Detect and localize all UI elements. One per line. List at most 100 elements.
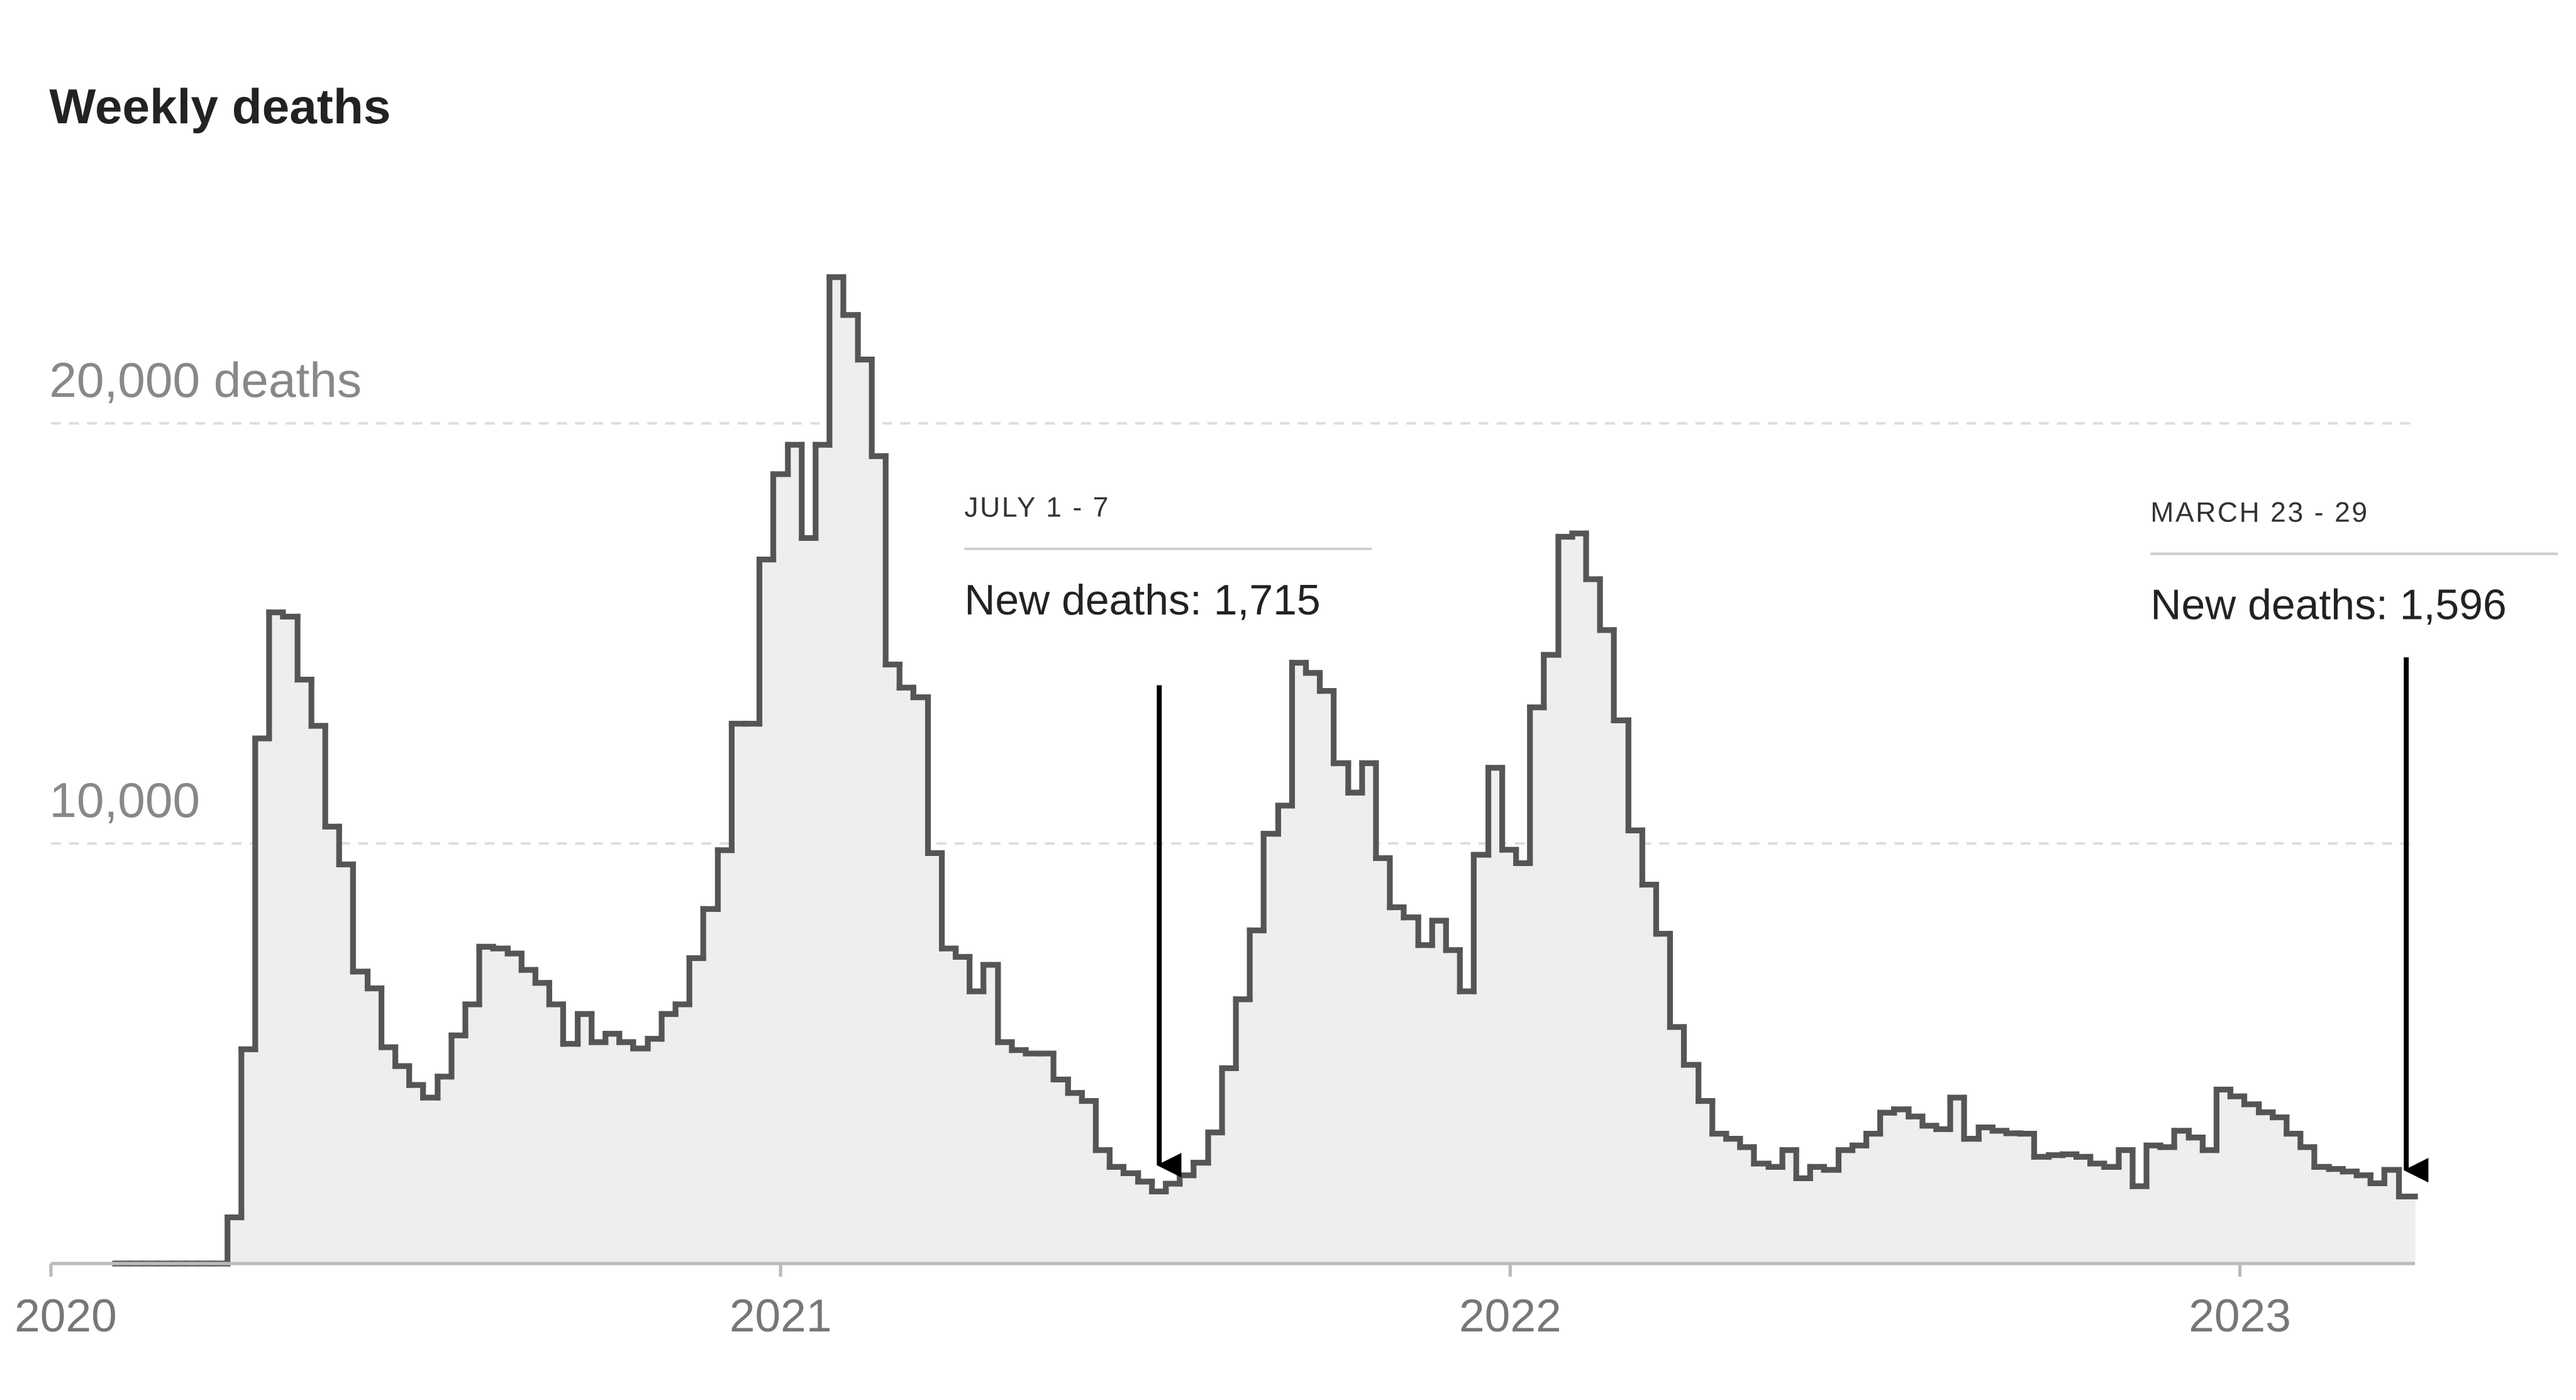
area-segment <box>662 1014 676 1264</box>
area-segment <box>1109 1167 1124 1264</box>
area-segment <box>1488 767 1503 1264</box>
area-segment <box>2076 1157 2091 1264</box>
area-segment <box>1628 830 1643 1264</box>
area-segment <box>1992 1130 2007 1264</box>
area-segment <box>2399 1196 2416 1264</box>
area-segment <box>815 445 830 1264</box>
area-segment <box>409 1085 424 1264</box>
area-segment <box>843 314 858 1264</box>
area-segment <box>255 738 270 1264</box>
area-segment <box>437 1076 452 1264</box>
area-segment <box>451 1035 466 1264</box>
area-segment <box>1558 536 1573 1264</box>
area-segment <box>521 970 536 1264</box>
area-segment <box>2329 1169 2343 1264</box>
area-segment <box>1670 1026 1685 1264</box>
chart-title: Weekly deaths <box>49 79 391 134</box>
area-segment <box>465 1004 480 1264</box>
area-segment <box>899 687 914 1264</box>
area-segment <box>2384 1170 2400 1264</box>
area-segment <box>2062 1154 2077 1264</box>
area-segment <box>1403 917 1419 1264</box>
area-segment <box>227 1217 242 1264</box>
area-segment <box>381 1047 396 1264</box>
area-segment <box>325 826 340 1264</box>
area-segment <box>1179 1175 1194 1264</box>
area-segment <box>493 948 509 1264</box>
area-segment <box>1866 1133 1881 1264</box>
area-segment <box>1053 1079 1069 1264</box>
x-tick-label: 2023 <box>2189 1291 2291 1342</box>
area-segment <box>1908 1116 1923 1264</box>
area-segment <box>1460 991 1475 1264</box>
annotation-date: JULY 1 - 7 <box>964 492 1110 523</box>
area-segment <box>759 559 774 1264</box>
area-segment <box>1348 792 1363 1264</box>
area-segment <box>241 1049 256 1264</box>
area-segment <box>1586 579 1601 1264</box>
area-segment <box>1950 1097 1965 1264</box>
area-segment <box>997 1042 1013 1264</box>
area-segment <box>1389 907 1404 1264</box>
area-segment <box>1096 1150 1111 1264</box>
area-segment <box>1474 855 1489 1264</box>
area-segment <box>829 277 844 1264</box>
area-segment <box>1768 1167 1783 1264</box>
area-segment <box>1263 833 1279 1264</box>
area-segment <box>1068 1092 1083 1264</box>
area-segment <box>2272 1117 2287 1264</box>
area-segment <box>1740 1147 1755 1264</box>
area-segment <box>549 1004 564 1264</box>
area-segment <box>269 612 284 1264</box>
series <box>112 274 2418 1267</box>
area-segment <box>1432 920 1447 1264</box>
area-segment <box>1543 655 1559 1264</box>
area-segment <box>1880 1113 1895 1264</box>
area-segment <box>1319 691 1335 1264</box>
area-segment <box>1922 1125 1937 1264</box>
area-segment <box>591 1042 606 1264</box>
area-segment <box>1894 1109 1909 1264</box>
area-segment <box>2357 1175 2372 1264</box>
area-segment <box>703 909 719 1264</box>
area-segment <box>2202 1150 2218 1264</box>
area-segment <box>928 853 943 1264</box>
area-segment <box>913 697 929 1264</box>
area-segment <box>1236 999 1250 1264</box>
annotation-date: MARCH 23 - 29 <box>2150 497 2368 528</box>
area-segment <box>872 456 887 1264</box>
area-segment <box>858 359 872 1264</box>
area-segment <box>1712 1133 1727 1264</box>
area-segment <box>1656 933 1671 1264</box>
area-segment <box>1852 1145 1867 1264</box>
area-segment <box>1025 1053 1040 1264</box>
area-segment <box>1152 1191 1167 1264</box>
area-segment <box>1208 1132 1223 1264</box>
area-segment <box>395 1066 410 1264</box>
area-segment <box>1292 662 1307 1264</box>
area-segment <box>282 616 298 1264</box>
area-segment <box>2160 1147 2175 1264</box>
area-segment <box>1306 672 1321 1264</box>
area-segment <box>1614 720 1629 1264</box>
area-segment <box>2286 1133 2301 1264</box>
x-tick-label: 2020 <box>14 1291 117 1342</box>
area-segment <box>1824 1170 1840 1264</box>
area-segment <box>1193 1162 1209 1264</box>
area-segment <box>1278 805 1293 1264</box>
area-segment <box>1753 1164 1769 1264</box>
area-segment <box>1698 1101 1713 1264</box>
area-segment <box>1333 763 1349 1264</box>
area-segment <box>1165 1184 1180 1264</box>
area-segment <box>1530 707 1545 1264</box>
area-segment <box>1810 1167 1825 1264</box>
area-segment <box>1936 1129 1951 1264</box>
area-segment <box>297 679 312 1264</box>
area-segment <box>2034 1157 2050 1264</box>
area-segment <box>1600 630 1614 1264</box>
area-segment <box>2189 1137 2204 1264</box>
area-segment <box>1222 1068 1236 1264</box>
area-segment <box>1138 1181 1153 1264</box>
